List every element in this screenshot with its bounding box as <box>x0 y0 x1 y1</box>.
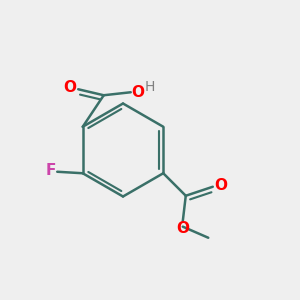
Text: O: O <box>176 221 189 236</box>
Text: O: O <box>63 80 76 95</box>
Text: H: H <box>145 80 155 94</box>
Text: O: O <box>214 178 227 193</box>
Text: F: F <box>45 163 56 178</box>
Text: O: O <box>131 85 144 100</box>
